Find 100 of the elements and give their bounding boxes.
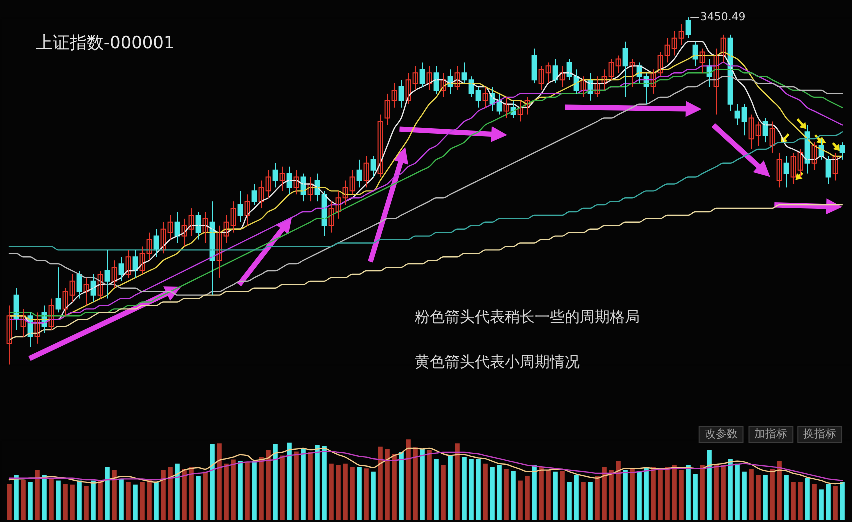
- bar: [784, 475, 789, 520]
- bar: [105, 467, 110, 520]
- bar: [455, 444, 460, 520]
- bar: [819, 490, 824, 520]
- bar: [560, 471, 565, 520]
- bar: [7, 484, 12, 520]
- bar: [525, 476, 530, 520]
- bar: [294, 452, 299, 520]
- bar: [231, 460, 236, 520]
- bar: [441, 465, 446, 520]
- bar: [749, 469, 754, 520]
- bar: [343, 464, 348, 520]
- bar: [483, 464, 488, 520]
- bar: [707, 450, 712, 520]
- bar: [434, 458, 439, 520]
- bar: [623, 470, 628, 520]
- bar: [28, 482, 33, 520]
- bar: [329, 464, 334, 520]
- bar: [427, 450, 432, 520]
- bar: [805, 478, 810, 520]
- bar: [413, 448, 418, 520]
- bar: [91, 480, 96, 520]
- bar: [574, 475, 579, 520]
- bar: [462, 457, 467, 520]
- bar: [756, 475, 761, 520]
- bar: [77, 480, 82, 520]
- bar: [189, 467, 194, 520]
- bar: [399, 452, 404, 520]
- bar: [651, 467, 656, 520]
- bar: [273, 444, 278, 520]
- bar: [336, 465, 341, 520]
- bar: [350, 467, 355, 520]
- bar: [609, 470, 614, 520]
- bar: [588, 482, 593, 520]
- bar: [763, 475, 768, 520]
- bar: [700, 465, 705, 520]
- bar: [581, 482, 586, 520]
- bar: [490, 467, 495, 520]
- bar: [728, 458, 733, 520]
- bar: [357, 467, 362, 520]
- bar: [420, 449, 425, 520]
- bar: [511, 471, 516, 520]
- bar: [476, 458, 481, 520]
- bar: [721, 465, 726, 520]
- bar: [448, 456, 453, 520]
- bar: [637, 471, 642, 520]
- bar: [287, 442, 292, 520]
- bar: [238, 461, 243, 520]
- annotation: 黄色箭头代表小周期情况: [415, 352, 580, 371]
- bar: [259, 457, 264, 520]
- annotation: 换指标: [804, 428, 837, 441]
- bar: [147, 480, 152, 520]
- bar: [280, 456, 285, 520]
- bar: [224, 464, 229, 520]
- bar: [791, 482, 796, 520]
- bar: [553, 472, 558, 520]
- annotation: 粉色箭头代表稍长一些的周期格局: [415, 308, 640, 326]
- bar: [154, 482, 159, 520]
- bar: [630, 469, 635, 520]
- bar: [378, 446, 383, 520]
- bar: [119, 479, 124, 520]
- bar: [567, 482, 572, 520]
- text: 上证指数-000001: [36, 32, 175, 52]
- bar: [161, 470, 166, 520]
- bar: [518, 480, 523, 520]
- bar: [70, 484, 75, 520]
- bar: [133, 484, 138, 520]
- bar: [539, 467, 544, 520]
- bar: [126, 482, 131, 520]
- bar: [364, 468, 369, 520]
- bar: [140, 482, 145, 520]
- bar: [371, 472, 376, 520]
- bar: [21, 480, 26, 520]
- bar: [665, 467, 670, 520]
- bar: [672, 465, 677, 520]
- bar: [826, 484, 831, 520]
- bar: [497, 465, 502, 520]
- bar: [658, 470, 663, 520]
- annotation: 改参数: [704, 428, 738, 441]
- bar: [182, 469, 187, 520]
- bar: [217, 444, 222, 520]
- bar: [742, 472, 747, 520]
- bar: [616, 461, 621, 520]
- bar: [98, 480, 103, 520]
- bar: [308, 452, 313, 520]
- bar: [63, 484, 68, 520]
- bar: [686, 465, 691, 520]
- bar: [35, 470, 40, 520]
- bar: [245, 462, 250, 520]
- bar: [322, 446, 327, 520]
- bar: [770, 469, 775, 520]
- bar: [84, 486, 89, 520]
- bar: [602, 467, 607, 520]
- bar: [644, 467, 649, 520]
- bar: [798, 482, 803, 520]
- bar: [112, 470, 117, 520]
- bar: [392, 454, 397, 520]
- bar: [812, 484, 817, 520]
- annotation: 加指标: [754, 428, 788, 441]
- bar: [833, 486, 838, 520]
